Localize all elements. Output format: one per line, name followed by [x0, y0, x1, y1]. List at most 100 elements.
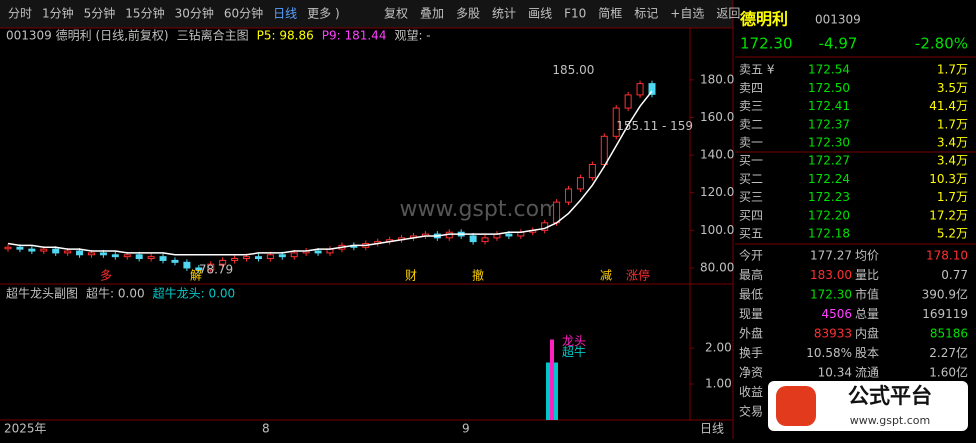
tool-button[interactable]: 画线	[528, 7, 552, 21]
stat-label: 总量	[855, 307, 879, 321]
tab[interactable]: 60分钟	[224, 6, 263, 21]
stat-label: 量比	[855, 268, 879, 282]
y-tick-label: 140.0	[700, 148, 734, 162]
y-tick-label: 100.0	[700, 223, 734, 237]
book-label: 买五	[739, 227, 763, 241]
book-volume: 1.7万	[937, 63, 968, 77]
book-price: 172.30	[808, 136, 850, 150]
chart-header: P9: 181.44	[322, 29, 387, 43]
candle	[4, 246, 12, 250]
book-label: 卖一	[739, 136, 763, 150]
stat-value: 10.58%	[806, 346, 852, 360]
stat-label: 内盘	[855, 326, 879, 341]
book-volume: 1.7万	[937, 190, 968, 204]
candle	[159, 256, 167, 261]
tab[interactable]: 15分钟	[125, 6, 164, 21]
candle	[111, 254, 119, 258]
candle	[254, 256, 262, 260]
stat-label: 市值	[855, 287, 879, 302]
stat-label: 今开	[739, 248, 763, 263]
stat-value: 172.30	[810, 288, 852, 302]
tool-button[interactable]: 复权	[384, 7, 408, 21]
book-label: 卖三	[739, 99, 763, 113]
stat-label: 流通	[855, 366, 879, 380]
stat-value: 177.27	[810, 249, 852, 263]
annotation: 185.00	[552, 63, 594, 77]
candle	[243, 256, 251, 260]
tab[interactable]: 30分钟	[175, 6, 214, 21]
sub-bar-label: 超牛	[562, 344, 586, 359]
book-label: 卖四	[739, 81, 763, 95]
candle	[16, 246, 24, 250]
y-tick-label: 2.00	[705, 341, 732, 355]
stock-code: 001309	[815, 13, 861, 27]
signal-marker: 减	[600, 269, 612, 283]
book-volume: 3.4万	[937, 154, 968, 168]
stat-value: 2.27亿	[929, 345, 968, 360]
sub-header: 超牛龙头副图	[6, 286, 78, 301]
stat-label: 现量	[739, 307, 763, 321]
tool-button[interactable]: 统计	[492, 7, 516, 21]
tab[interactable]: 日线	[273, 7, 297, 21]
logo-box	[768, 381, 968, 431]
annotation: 78.79	[199, 263, 233, 277]
tab[interactable]: 5分钟	[84, 6, 116, 21]
stat-value: 0.77	[941, 268, 968, 282]
stat-value: 390.9亿	[922, 287, 968, 302]
tool-button[interactable]: 叠加	[420, 7, 444, 21]
tab[interactable]: 1分钟	[42, 6, 74, 21]
candle	[314, 250, 322, 254]
x-axis-label: 2025年	[4, 422, 47, 436]
candle	[28, 248, 36, 252]
change-pct: -2.80%	[915, 35, 968, 53]
last-price: 172.30	[740, 35, 793, 53]
tool-button[interactable]: 标记	[634, 7, 658, 21]
book-price: 172.18	[808, 227, 850, 241]
chart-header: 三钻离合主图	[177, 28, 249, 43]
annotation: 155.11 - 159	[616, 119, 693, 133]
candle	[278, 254, 286, 258]
tool-button[interactable]: 多股	[456, 7, 480, 21]
book-volume: 10.3万	[929, 172, 968, 186]
signal-marker: 涨停	[626, 268, 650, 283]
book-price: 172.37	[808, 117, 850, 131]
y-tick-label: 1.00	[705, 377, 732, 391]
candle	[171, 259, 179, 263]
book-label: 买三	[739, 190, 763, 204]
x-axis-label: 日线	[700, 422, 724, 436]
candle	[505, 233, 513, 237]
candle	[76, 250, 84, 256]
candle	[64, 250, 72, 254]
tab[interactable]: 更多 )	[307, 7, 340, 21]
book-price: 172.27	[808, 154, 850, 168]
stat-value: 10.34	[818, 366, 852, 380]
book-price: 172.54	[808, 63, 850, 77]
candle	[266, 254, 274, 260]
candle	[624, 94, 632, 109]
candle	[183, 261, 191, 269]
stat-label: 换手	[739, 346, 763, 360]
y-tick-label: 180.0	[700, 72, 734, 86]
stat-label: 净资	[739, 366, 763, 380]
x-axis-label: 8	[262, 422, 270, 436]
tool-button[interactable]: 返回	[716, 7, 740, 21]
candle	[612, 107, 620, 137]
tab[interactable]: 分时	[8, 7, 32, 21]
y-tick-label: 80.00	[700, 260, 734, 274]
candle	[565, 188, 573, 203]
logo-icon	[776, 386, 816, 426]
candle	[40, 248, 48, 252]
book-label: 买二	[739, 172, 763, 186]
tool-button[interactable]: +自选	[670, 7, 704, 21]
book-volume: 1.7万	[937, 117, 968, 131]
candle	[648, 83, 656, 95]
tool-button[interactable]: F10	[564, 7, 586, 21]
candle	[588, 164, 596, 179]
logo: 公式平台 www.gspt.com	[768, 381, 968, 431]
candle	[123, 254, 131, 258]
book-volume: 3.5万	[937, 81, 968, 95]
tool-button[interactable]: 简框	[598, 7, 622, 21]
book-label: 买一	[739, 154, 763, 168]
